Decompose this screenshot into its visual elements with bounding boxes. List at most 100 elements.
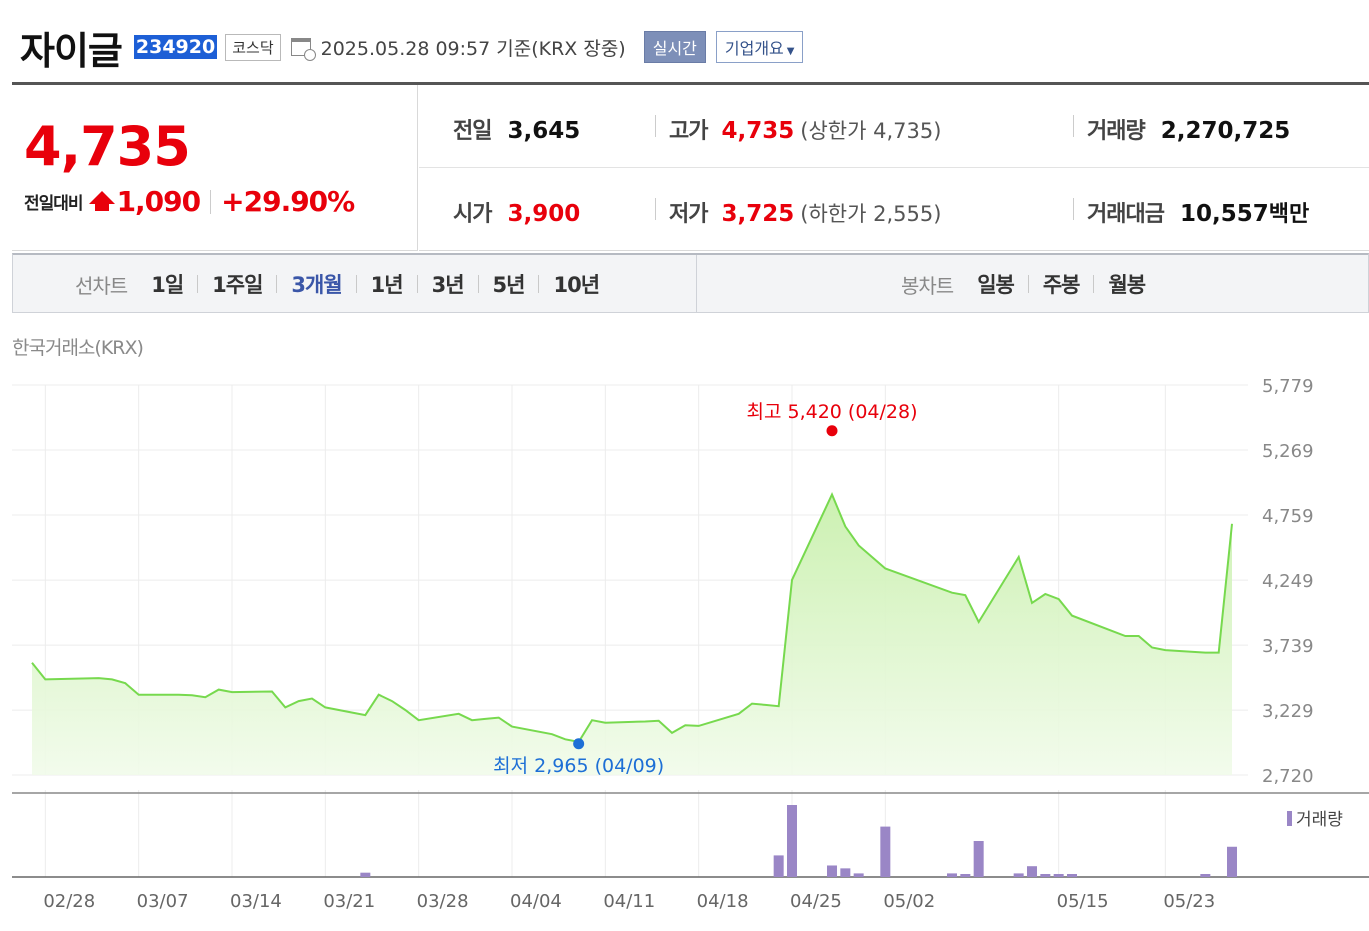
price-stats: 전일 3,645 고가 4,735 (상한가 4,735) 거래량 2,270,… <box>419 85 1369 251</box>
volume-bar <box>853 873 864 877</box>
tab-separator <box>355 275 357 293</box>
stat-low-value: 3,725 <box>721 201 795 227</box>
stat-lower-limit: (하한가 2,555) <box>800 202 942 226</box>
price-summary: 4,735 전일대비 1,090 +29.90% <box>12 85 418 251</box>
up-arrow-icon <box>88 191 115 211</box>
stat-low-label: 저가 <box>669 202 708 227</box>
tab-separator <box>416 275 418 293</box>
calendar-clock-icon <box>290 38 316 61</box>
stat-amount-label: 거래대금 <box>1087 202 1165 227</box>
current-price: 4,735 <box>24 115 191 178</box>
line-chart-tabs: 선차트 1일 1주일 3개월 1년 3년 5년 10년 <box>75 255 600 313</box>
tab-1w[interactable]: 1주일 <box>212 273 263 297</box>
stat-high-label: 고가 <box>669 119 708 144</box>
stat-volume: 거래량 2,270,725 <box>1087 113 1290 145</box>
change-label: 전일대비 <box>24 194 84 214</box>
volume-bar <box>1200 874 1211 877</box>
stat-separator <box>655 115 656 137</box>
stock-code[interactable]: 234920 <box>133 35 218 59</box>
tab-1d[interactable]: 1일 <box>151 273 184 297</box>
quote-datetime: 2025.05.28 09:57 기준(KRX 장중) <box>320 37 626 60</box>
x-tick-label: 02/28 <box>43 891 95 912</box>
stat-volume-value: 2,270,725 <box>1160 118 1291 144</box>
company-overview-label: 기업개요 <box>724 39 784 58</box>
tab-3y[interactable]: 3년 <box>431 273 465 297</box>
stat-low: 저가 3,725 (하한가 2,555) <box>669 196 941 228</box>
change-separator <box>210 189 212 214</box>
caret-down-icon: ▼ <box>786 46 795 57</box>
tab-10y[interactable]: 10년 <box>553 273 600 297</box>
stat-open-label: 시가 <box>453 202 492 227</box>
volume-legend-label: 거래량 <box>1296 810 1343 830</box>
tab-separator <box>538 275 540 293</box>
company-overview-button[interactable]: 기업개요 ▼ <box>715 31 804 63</box>
stat-prev: 전일 3,645 <box>453 113 580 145</box>
x-tick-label: 04/25 <box>790 891 842 912</box>
volume-bar <box>960 874 971 877</box>
y-tick-label: 2,720 <box>1262 766 1314 787</box>
volume-bar <box>1227 846 1237 877</box>
volume-bar <box>947 873 957 877</box>
volume-bar <box>840 868 851 877</box>
stock-header: 자이글 234920 코스닥 2025.05.28 09:57 기준(KRX 장… <box>12 20 1362 74</box>
y-tick-label: 3,229 <box>1262 701 1314 722</box>
tab-daily-candle[interactable]: 일봉 <box>977 273 1015 297</box>
high-marker <box>826 425 838 437</box>
tab-monthly-candle[interactable]: 월봉 <box>1108 273 1146 297</box>
y-tick-label: 5,779 <box>1262 376 1314 397</box>
line-chart-label: 선차트 <box>75 273 128 298</box>
chart-period-tabs: 선차트 1일 1주일 3개월 1년 3년 5년 10년 봉차트 일봉 주봉 월봉 <box>12 253 1369 313</box>
stat-separator <box>655 198 656 220</box>
volume-bar <box>880 826 891 877</box>
x-tick-label: 03/28 <box>417 891 469 912</box>
stat-amount-value: 10,557 <box>1179 201 1269 227</box>
volume-bar <box>773 855 784 877</box>
volume-legend-swatch <box>1287 811 1292 826</box>
tab-separator <box>1027 275 1029 293</box>
stat-prev-label: 전일 <box>453 119 492 144</box>
stat-separator <box>1073 115 1074 137</box>
y-tick-label: 3,739 <box>1262 636 1314 657</box>
tab-weekly-candle[interactable]: 주봉 <box>1042 273 1081 297</box>
stat-upper-limit: (상한가 4,735) <box>800 119 942 143</box>
y-tick-label: 4,249 <box>1262 571 1314 592</box>
price-line <box>31 492 1233 744</box>
stat-separator <box>1073 198 1074 220</box>
stat-amount-unit: 백만 <box>1268 202 1310 227</box>
tab-1y[interactable]: 1년 <box>370 273 404 297</box>
tab-5y[interactable]: 5년 <box>492 273 526 297</box>
volume-bar <box>827 865 837 877</box>
data-source: 한국거래소(KRX) <box>12 337 144 359</box>
stat-high: 고가 4,735 (상한가 4,735) <box>669 113 941 145</box>
volume-bar <box>1053 874 1064 877</box>
low-label: 최저 2,965 (04/09) <box>493 755 664 777</box>
y-tick-label: 4,759 <box>1262 506 1314 527</box>
tab-group-divider <box>696 255 697 313</box>
tab-separator <box>276 275 278 293</box>
tab-separator <box>477 275 479 293</box>
x-tick-label: 05/23 <box>1163 891 1215 912</box>
candle-chart-label: 봉차트 <box>901 273 954 298</box>
volume-bar <box>787 805 797 877</box>
volume-bar <box>1040 874 1051 877</box>
tab-separator <box>197 275 199 293</box>
change-value: 1,090 <box>116 185 202 218</box>
volume-bar <box>973 841 984 877</box>
tab-separator <box>1093 275 1095 293</box>
stat-prev-value: 3,645 <box>507 118 581 144</box>
realtime-button[interactable]: 실시간 <box>643 31 706 63</box>
candle-chart-tabs: 봉차트 일봉 주봉 월봉 <box>901 255 1146 313</box>
x-tick-label: 05/02 <box>883 891 935 912</box>
tab-3m[interactable]: 3개월 <box>291 273 342 297</box>
x-tick-label: 03/21 <box>323 891 375 912</box>
change-percent: +29.90% <box>221 185 355 218</box>
stat-volume-label: 거래량 <box>1087 119 1146 144</box>
change-row: 전일대비 1,090 +29.90% <box>24 185 355 218</box>
stock-name: 자이글 <box>20 28 123 73</box>
y-tick-label: 5,269 <box>1262 441 1314 462</box>
high-label: 최고 5,420 (04/28) <box>746 401 917 423</box>
price-volume-chart: 5,779 5,269 4,759 4,249 3,739 3,229 2,720 최고 5,… <box>12 376 1369 912</box>
stats-divider <box>419 167 1369 168</box>
header-divider <box>12 82 1369 85</box>
x-tick-label: 05/15 <box>1057 891 1109 912</box>
